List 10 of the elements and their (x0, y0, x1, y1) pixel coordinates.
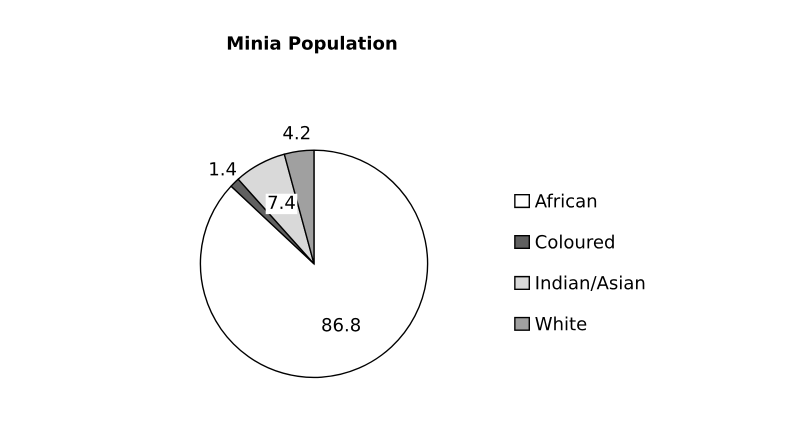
data-label: 86.8 (322, 318, 360, 332)
legend-label: White (535, 316, 586, 330)
data-label: 7.4 (268, 196, 295, 209)
chart-title: Minia Population (228, 36, 396, 54)
legend-label: Indian/Asian (536, 276, 644, 291)
data-label: 1.4 (210, 162, 236, 176)
legend-label: Coloured (536, 234, 614, 249)
pie-slice (200, 150, 428, 378)
legend-label: African (534, 194, 596, 208)
data-label: 4.2 (283, 126, 310, 140)
